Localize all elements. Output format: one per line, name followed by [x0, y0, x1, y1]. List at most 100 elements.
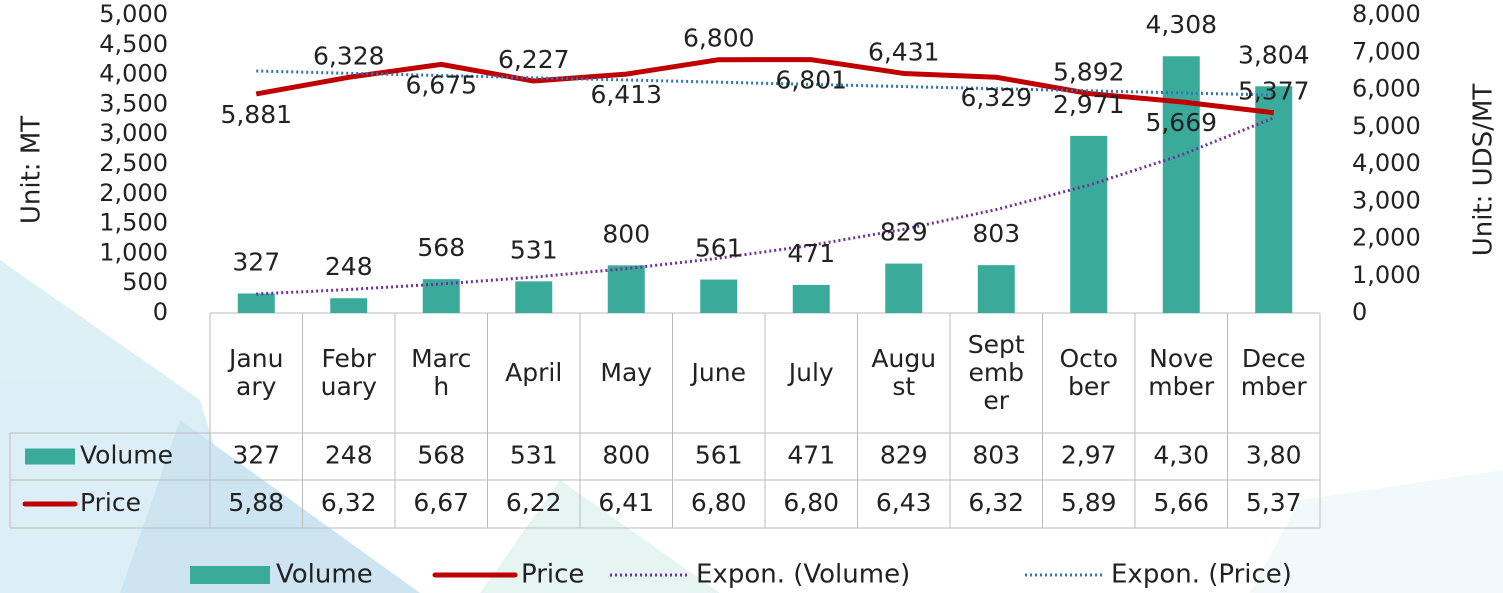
data-label: 6,328	[313, 41, 385, 70]
bar	[1070, 135, 1108, 313]
table-cell: 531	[510, 441, 558, 470]
y2-tick-label: 7,000	[1352, 37, 1421, 65]
data-label: 471	[787, 239, 835, 268]
table-cell: 6,67	[413, 488, 469, 517]
y2-tick-label: 2,000	[1352, 224, 1421, 252]
data-label: 2,971	[1053, 90, 1125, 119]
legend-label: Volume	[276, 560, 373, 590]
data-label: 561	[695, 234, 743, 263]
x-tick-label-text: October	[1059, 344, 1119, 401]
table-cell: 2,97	[1061, 441, 1117, 470]
x-tick-label-text: May	[600, 358, 653, 387]
background-shapes	[0, 260, 1503, 593]
bar	[885, 263, 923, 313]
bar	[515, 281, 553, 313]
data-label: 3,804	[1238, 40, 1310, 69]
bar	[237, 293, 275, 313]
legend-swatch	[25, 448, 75, 465]
y-tick-label: 0	[153, 298, 168, 326]
table-cell: 561	[695, 441, 743, 470]
y-tick-label: 3,000	[99, 119, 168, 147]
y-tick-label: 1,500	[99, 209, 168, 237]
table-cell: 6,80	[691, 488, 747, 517]
x-tick-label: September	[950, 313, 1043, 433]
table-cell: 3,80	[1246, 441, 1302, 470]
x-tick-label-text: July	[788, 358, 834, 387]
x-tick-label-text: February	[320, 344, 377, 401]
table-cell: 5,88	[228, 488, 284, 517]
data-label: 6,801	[775, 66, 847, 95]
x-tick-label-text: April	[505, 358, 563, 387]
data-label: 800	[602, 219, 650, 248]
y2-tick-label: 3,000	[1352, 186, 1421, 214]
x-tick-label: February	[303, 313, 396, 433]
table-cell: 6,32	[321, 488, 377, 517]
table-cell: 6,80	[783, 488, 839, 517]
legend-label: Price	[521, 560, 584, 590]
data-label: 803	[972, 219, 1020, 248]
y2-tick-label: 4,000	[1352, 149, 1421, 177]
x-tick-label: June	[673, 313, 766, 433]
bar	[330, 298, 368, 313]
x-tick-label: March	[395, 313, 488, 433]
bar	[792, 284, 830, 313]
x-tick-label: August	[858, 313, 951, 433]
data-label: 531	[510, 235, 558, 264]
bar	[1255, 86, 1293, 313]
x-tick-label: April	[488, 313, 581, 433]
table-cell: 327	[232, 441, 280, 470]
price-line	[255, 57, 1275, 116]
table-cell: 4,30	[1153, 441, 1209, 470]
y2-tick-label: 5,000	[1352, 112, 1421, 140]
data-label: 5,669	[1145, 108, 1217, 137]
table-cell: 248	[325, 441, 373, 470]
y2-tick-label: 0	[1352, 298, 1367, 326]
data-label: 6,675	[405, 70, 477, 99]
data-label: 248	[325, 252, 373, 281]
y-axis-title: Unit: MT	[17, 116, 47, 224]
data-label: 5,892	[1053, 58, 1125, 87]
table-cell: 6,22	[506, 488, 562, 517]
x-tick-label: January	[210, 313, 303, 433]
y-tick-label: 1,000	[99, 238, 168, 266]
table-cell: 5,66	[1153, 488, 1209, 517]
y-tick-label: 4,500	[99, 30, 168, 58]
table-cell: 6,32	[968, 488, 1024, 517]
y-tick-label: 5,000	[99, 0, 168, 28]
table-cell: 6,43	[876, 488, 932, 517]
y2-tick-label: 1,000	[1352, 261, 1421, 289]
table-cell: 5,37	[1246, 488, 1302, 517]
data-label: 568	[417, 233, 465, 262]
legend-label: Expon. (Price)	[1111, 560, 1292, 590]
y-tick-label: 500	[122, 268, 168, 296]
table-cell: 6,41	[598, 488, 654, 517]
x-tick-label: December	[1228, 313, 1321, 433]
y-tick-label: 3,500	[99, 89, 168, 117]
x-tick-label-text: August	[871, 344, 937, 401]
data-label: 6,227	[498, 45, 570, 74]
table-row-name: Price	[80, 488, 141, 517]
table-row-name: Volume	[80, 441, 173, 470]
x-tick-label: November	[1135, 313, 1228, 433]
y-tick-label: 4,000	[99, 60, 168, 88]
bar	[607, 265, 645, 313]
y2-tick-label: 8,000	[1352, 0, 1421, 28]
data-label: 6,431	[868, 37, 940, 66]
table-cell: 800	[602, 441, 650, 470]
y2-tick-label: 6,000	[1352, 75, 1421, 103]
table-cell: 5,89	[1061, 488, 1117, 517]
x-tick-label: October	[1043, 313, 1136, 433]
bar	[700, 279, 738, 313]
data-label: 4,308	[1145, 10, 1217, 39]
x-tick-label-text: December	[1240, 344, 1307, 401]
y2-axis-title: Unit: UDS/MT	[1469, 84, 1499, 257]
data-label: 6,329	[960, 83, 1032, 112]
x-tick-label-text: September	[967, 330, 1025, 415]
data-label: 5,377	[1238, 77, 1310, 106]
y-tick-label: 2,500	[99, 149, 168, 177]
table-cell: 803	[972, 441, 1020, 470]
y-tick-label: 2,000	[99, 179, 168, 207]
x-tick-label-text: June	[691, 358, 746, 387]
